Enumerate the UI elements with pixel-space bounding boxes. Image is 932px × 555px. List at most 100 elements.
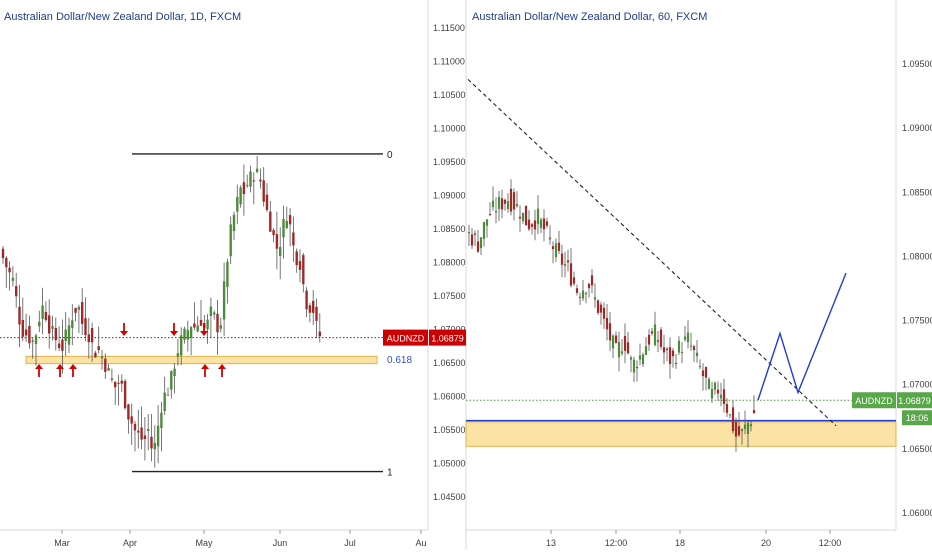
right-candle-body	[497, 196, 501, 209]
left-candle-body	[213, 312, 216, 315]
left-candle-body	[90, 327, 94, 343]
left-candle-body	[153, 442, 156, 450]
fib-label-0618: 0.618	[387, 355, 412, 366]
right-price-tick: 1.08000	[902, 251, 932, 261]
right-candle-body	[734, 421, 738, 437]
right-candle-body	[542, 218, 546, 230]
right-candle-body	[710, 388, 714, 399]
left-candle-body	[209, 306, 213, 316]
right-candle-body	[506, 201, 510, 210]
right-candle-body	[605, 317, 609, 330]
right-support-zone-layer	[465, 421, 897, 447]
right-countdown-text: 18:06	[906, 413, 929, 423]
right-candle-body	[581, 290, 585, 299]
left-candle-body	[1, 248, 5, 259]
right-candle-body	[479, 237, 483, 249]
up-arrow-head	[218, 364, 226, 369]
up-arrow-head	[56, 364, 64, 369]
right-time-tick: 18	[675, 538, 685, 548]
left-price-tick: 1.06000	[433, 392, 466, 402]
right-candle-body	[482, 222, 486, 239]
left-candle-body	[147, 428, 150, 431]
right-candle-body	[485, 219, 489, 226]
right-lines-layer	[466, 78, 896, 427]
left-time-tick: Apr	[123, 538, 137, 548]
right-support-zone	[465, 421, 897, 447]
right-candle-body	[536, 208, 540, 224]
right-candle-body	[509, 188, 513, 212]
right-candle-body	[653, 324, 657, 346]
left-candle-body	[295, 251, 298, 266]
left-price-tick: 1.04500	[433, 492, 466, 502]
left-candle-body	[133, 423, 137, 431]
left-symbol-text: AUDNZD	[387, 334, 425, 344]
right-candle-body	[614, 335, 618, 343]
right-candle-body	[503, 199, 507, 204]
left-candle-body	[41, 305, 44, 320]
left-candle-body	[308, 305, 312, 313]
left-time-ticks: Mar Apr May Jun Jul Au	[54, 530, 427, 548]
right-candle-body	[494, 211, 498, 213]
left-candle-body	[84, 318, 87, 335]
right-candle-body	[608, 323, 612, 341]
left-time-tick: Au	[415, 538, 426, 548]
right-candle-body	[707, 378, 711, 390]
right-candle-body	[527, 219, 531, 230]
left-candle-body	[8, 267, 11, 273]
left-candle-body	[298, 261, 302, 270]
right-price-text: 1.06879	[898, 396, 931, 406]
up-arrow-head	[35, 364, 43, 369]
right-candle-body	[665, 348, 669, 350]
right-candle-body	[500, 198, 504, 210]
left-candle-body	[176, 353, 180, 357]
left-candle-body	[189, 327, 193, 338]
left-price-text: 1.06879	[431, 334, 464, 344]
left-candle-body	[163, 392, 166, 412]
left-candle-body	[242, 182, 246, 195]
left-price-tick: 1.10500	[433, 90, 466, 100]
left-candle-body	[67, 325, 71, 345]
right-candle-body	[635, 367, 639, 369]
left-price-tick: 1.09500	[433, 157, 466, 167]
right-candle-body	[752, 410, 756, 414]
left-candle-body	[11, 277, 15, 281]
left-time-tick: Jul	[344, 538, 356, 548]
right-candle-body	[686, 332, 690, 343]
left-fib-layer: 0 0.618 1	[0, 150, 412, 479]
right-candle-body	[629, 357, 633, 360]
left-price-tick: 1.09000	[433, 191, 466, 201]
left-price-tick: 1.11000	[433, 57, 465, 67]
left-candle-body	[236, 196, 239, 212]
left-candle-body	[87, 334, 90, 343]
left-candle-body	[275, 234, 279, 249]
right-candle-body	[680, 352, 684, 354]
left-candle-body	[123, 380, 127, 409]
right-candle-body	[476, 241, 480, 252]
left-candle-body	[48, 315, 51, 334]
left-candle-body	[305, 290, 308, 310]
right-candle-body	[695, 352, 699, 357]
right-candle-body	[716, 389, 720, 394]
right-candle-body	[611, 335, 615, 349]
right-candle-body	[632, 359, 636, 373]
right-time-tick: 20	[761, 538, 771, 548]
right-candle-body	[524, 205, 528, 226]
left-candle-body	[239, 187, 242, 205]
down-arrow-head	[170, 331, 178, 336]
right-candle-body	[671, 350, 675, 357]
right-candle-body	[662, 347, 666, 353]
right-candle-body	[533, 220, 537, 230]
left-candle-body	[302, 255, 305, 285]
right-candle-body	[491, 200, 495, 208]
left-candle-body	[28, 325, 31, 344]
left-candle-body	[71, 320, 74, 328]
left-candle-body	[104, 358, 107, 372]
left-candle-body	[61, 339, 64, 351]
left-support-zone	[25, 355, 378, 365]
left-candle-body	[196, 325, 199, 332]
left-candle-body	[24, 329, 28, 336]
right-candle-body	[647, 334, 651, 345]
left-price-tick: 1.05000	[433, 459, 466, 469]
right-candle-body	[530, 224, 534, 227]
left-candle-body	[216, 313, 219, 333]
